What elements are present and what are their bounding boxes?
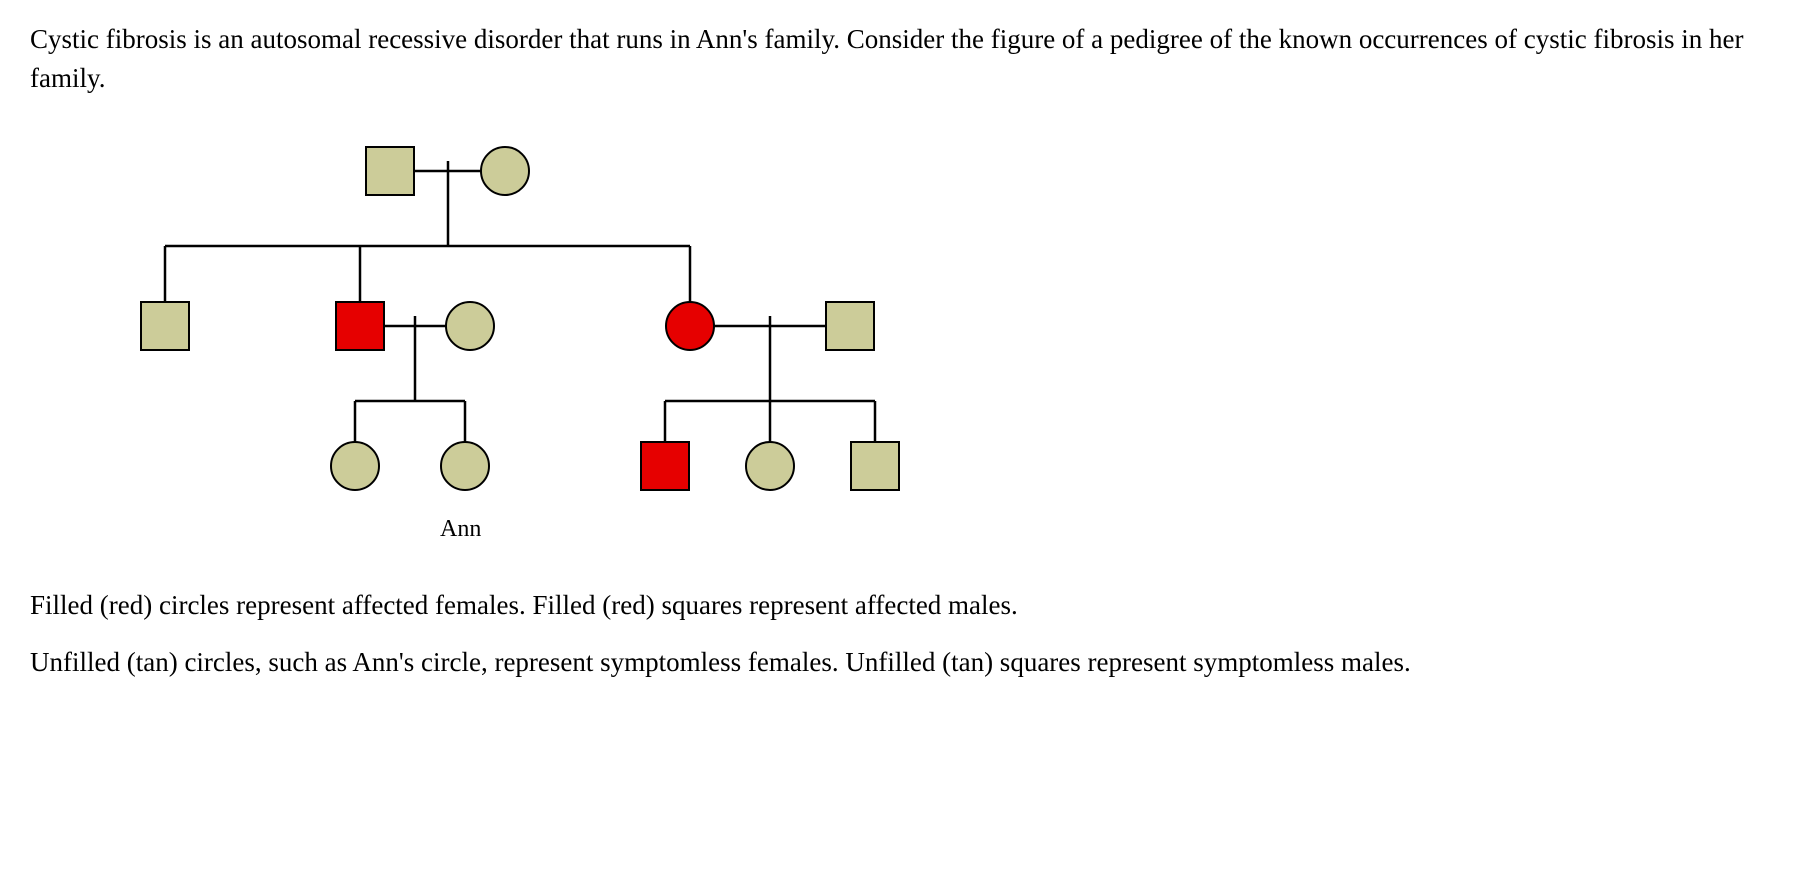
pedigree-female [441,442,489,490]
legend-line-1: Filled (red) circles represent affected … [30,586,1778,625]
pedigree-male [141,302,189,350]
ann-label: Ann [440,516,481,543]
pedigree-female [746,442,794,490]
pedigree-female [331,442,379,490]
pedigree-male [851,442,899,490]
pedigree-male [366,147,414,195]
intro-paragraph: Cystic fibrosis is an autosomal recessiv… [30,20,1778,98]
pedigree-male [641,442,689,490]
pedigree-diagram: Ann [110,116,1010,556]
pedigree-female [446,302,494,350]
pedigree-male [336,302,384,350]
legend-line-2: Unfilled (tan) circles, such as Ann's ci… [30,643,1778,682]
pedigree-female [666,302,714,350]
pedigree-male [826,302,874,350]
pedigree-svg [110,116,1010,556]
pedigree-female [481,147,529,195]
page: Cystic fibrosis is an autosomal recessiv… [0,0,1808,870]
